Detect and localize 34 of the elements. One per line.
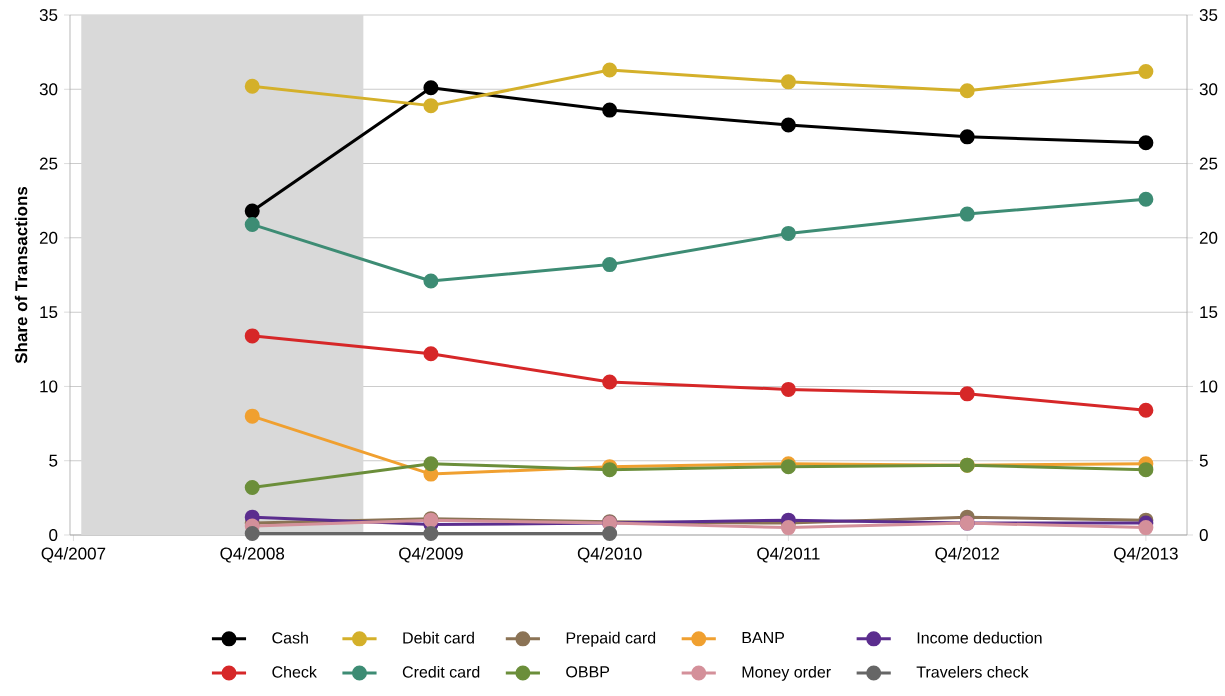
y-tick-label: 20 bbox=[39, 231, 58, 244]
y-tick-label: 30 bbox=[39, 83, 58, 96]
legend-label: BANP bbox=[742, 632, 785, 644]
y2-tick-label: 15 bbox=[1200, 306, 1218, 319]
legend-label: Travelers check bbox=[916, 665, 1029, 678]
legend-label: Prepaid card bbox=[566, 631, 656, 647]
legend-label: Credit card bbox=[402, 665, 480, 678]
legend-label: Income deduction bbox=[917, 631, 1042, 644]
x-tick-label: Q4/2011 bbox=[757, 547, 820, 563]
x-tick-label: Q4/2010 bbox=[577, 547, 642, 563]
x-tick-label: Q4/2008 bbox=[220, 547, 285, 563]
y-tick-label: 25 bbox=[39, 157, 58, 170]
y2-tick-label: 35 bbox=[1199, 9, 1218, 22]
y-tick-label: 5 bbox=[49, 454, 58, 467]
legend-label: Check bbox=[272, 665, 317, 678]
y2-tick-label: 30 bbox=[1199, 83, 1218, 96]
y2-tick-label: 10 bbox=[1200, 380, 1218, 393]
x-tick-label: Q4/2013 bbox=[1114, 547, 1178, 563]
y-tick-label: 10 bbox=[40, 380, 58, 393]
x-tick-label: Q4/2009 bbox=[399, 547, 463, 563]
y-tick-label: 35 bbox=[39, 9, 58, 22]
y2-tick-label: 25 bbox=[1199, 157, 1218, 170]
y-axis-title: Share of Transactions bbox=[14, 186, 28, 364]
y-tick-label: 15 bbox=[40, 306, 58, 319]
legend-label: Money order bbox=[742, 665, 831, 681]
legend-label: Debit card bbox=[403, 631, 474, 644]
legend-label: Cash bbox=[272, 631, 308, 644]
y2-tick-label: 20 bbox=[1199, 231, 1218, 244]
x-tick-label: Q4/2012 bbox=[935, 547, 999, 563]
legend-label: OBBP bbox=[566, 666, 610, 678]
y2-tick-label: 5 bbox=[1199, 454, 1208, 467]
y2-tick-label: 0 bbox=[1199, 528, 1208, 542]
y-tick-label: 0 bbox=[49, 529, 58, 542]
x-tick-label: Q4/2007 bbox=[41, 547, 106, 563]
